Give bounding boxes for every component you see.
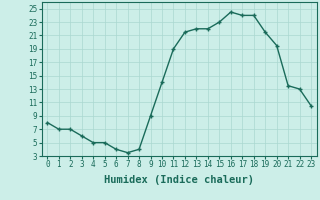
X-axis label: Humidex (Indice chaleur): Humidex (Indice chaleur) bbox=[104, 175, 254, 185]
